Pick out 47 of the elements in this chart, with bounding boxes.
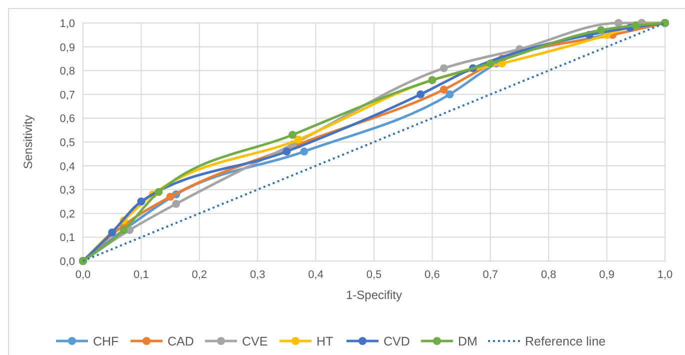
y-tick-label: 0,3 — [60, 184, 75, 197]
point — [282, 148, 291, 156]
y-tick-label: 0,4 — [60, 160, 75, 173]
point — [288, 130, 297, 139]
legend-label: DM — [458, 334, 478, 348]
y-tick-label: 0,5 — [60, 137, 75, 149]
x-axis-title: 1-Specifity — [346, 288, 402, 302]
x-tick-label: 0,9 — [599, 269, 614, 281]
y-tick-label: 0,8 — [60, 66, 75, 78]
y-axis-title: Sensitivity — [21, 114, 35, 170]
legend-label: CVE — [242, 334, 268, 348]
point — [172, 200, 180, 208]
point — [108, 228, 116, 236]
point — [440, 86, 448, 94]
y-tick-label: 0,9 — [60, 42, 75, 54]
x-tick-label: 0,2 — [192, 269, 208, 281]
point — [596, 26, 605, 34]
x-tick-label: 0,8 — [540, 269, 556, 281]
y-tick-label: 0,0 — [60, 256, 75, 268]
y-tick-label: 0,6 — [60, 113, 75, 126]
y-tick-label: 1,0 — [60, 18, 75, 30]
point — [416, 90, 425, 98]
x-tick-label: 1,0 — [657, 269, 673, 281]
point — [300, 148, 308, 156]
point — [154, 188, 163, 196]
x-tick-label: 0,3 — [250, 269, 266, 281]
y-tick-label: 0,1 — [60, 232, 75, 244]
x-tick-label: 0,4 — [308, 269, 324, 281]
legend-label: CAD — [168, 334, 194, 348]
legend-label: CHF — [93, 334, 120, 348]
x-tick-label: 0,1 — [134, 269, 149, 281]
point — [614, 19, 622, 27]
point — [137, 198, 146, 206]
x-tick-label: 0,6 — [424, 269, 440, 281]
x-tick-label: 0,7 — [482, 269, 498, 281]
y-tick-label: 0,2 — [60, 208, 75, 220]
point — [486, 59, 494, 68]
point — [440, 64, 448, 72]
point — [166, 192, 174, 201]
legend-label: HT — [316, 334, 334, 348]
legend-label: CVD — [384, 334, 410, 348]
y-tick-label: 0,7 — [60, 89, 75, 102]
x-tick-label: 0,5 — [366, 269, 382, 281]
point — [294, 136, 302, 144]
legend-label: Reference line — [525, 334, 606, 348]
point — [446, 90, 454, 98]
x-tick-label: 0,0 — [75, 269, 91, 281]
